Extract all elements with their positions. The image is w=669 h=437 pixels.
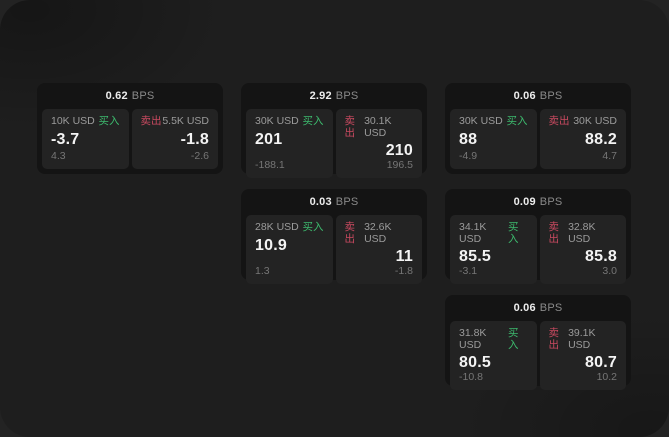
buy-amount: 34.1K USD [459,221,487,245]
buy-panel[interactable]: 34.1K USD 买入 85.5 -3.1 [450,215,537,285]
sell-price: 80.7 [585,354,617,372]
sell-price: 210 [385,142,413,160]
buy-change: -3.1 [459,265,478,278]
buy-price: -3.7 [51,130,80,148]
quote-card: 0.09 BPS 34.1K USD 买入 85.5 -3.1 卖出 32.8K… [445,189,631,285]
sell-side-label: 卖出 [140,115,162,127]
card-header: 0.06 BPS [445,83,631,109]
bps-value: 0.03 [309,196,332,208]
buy-change: -4.9 [459,150,478,163]
card-body: 30K USD 买入 201 -188.1 卖出 30.1K USD 210 1… [241,109,427,183]
sell-amount: 5.5K USD [162,115,209,127]
buy-amount: 30K USD [255,115,299,127]
sell-panel[interactable]: 卖出 30.1K USD 210 196.5 [335,109,422,179]
quote-card: 0.03 BPS 28K USD 买入 10.9 1.3 卖出 32.6K US… [241,189,427,285]
buy-panel[interactable]: 28K USD 买入 10.9 1.3 [246,215,333,285]
sell-change: -2.6 [190,150,209,163]
buy-panel[interactable]: 30K USD 买入 88 -4.9 [450,109,537,169]
sell-price: 85.8 [585,248,617,266]
sell-side-label: 卖出 [344,221,356,245]
sell-price: 11 [395,248,413,266]
buy-side-label: 买入 [506,115,528,127]
sell-panel[interactable]: 卖出 5.5K USD -1.8 -2.6 [131,109,218,169]
sell-amount: 32.6K USD [364,221,392,245]
card-body: 31.8K USD 买入 80.5 -10.8 卖出 39.1K USD 80.… [445,321,631,395]
bps-value: 0.06 [513,90,536,102]
card-body: 30K USD 买入 88 -4.9 卖出 30K USD 88.2 4.7 [445,109,631,174]
sell-amount: 30K USD [573,115,617,127]
buy-change: -188.1 [255,159,285,172]
bps-unit-label: BPS [539,90,563,102]
bps-value: 0.62 [105,90,128,102]
buy-side-label: 买入 [507,327,519,351]
buy-amount: 30K USD [459,115,503,127]
buy-panel[interactable]: 10K USD 买入 -3.7 4.3 [42,109,129,169]
buy-amount: 28K USD [255,221,299,233]
sell-panel[interactable]: 卖出 39.1K USD 80.7 10.2 [539,321,626,391]
card-body: 34.1K USD 买入 85.5 -3.1 卖出 32.8K USD 85.8… [445,215,631,289]
quote-card: 0.06 BPS 30K USD 买入 88 -4.9 卖出 30K USD 8… [445,83,631,174]
buy-change: -10.8 [459,371,483,384]
card-header: 2.92 BPS [241,83,427,109]
bps-unit-label: BPS [539,302,563,314]
card-header: 0.62 BPS [37,83,223,109]
card-header: 0.03 BPS [241,189,427,215]
sell-amount: 30.1K USD [364,115,392,139]
buy-price: 10.9 [255,236,287,254]
buy-change: 1.3 [255,265,270,278]
buy-price: 80.5 [459,354,491,372]
buy-side-label: 买入 [507,221,519,245]
sell-panel[interactable]: 卖出 30K USD 88.2 4.7 [539,109,626,169]
quote-card: 0.62 BPS 10K USD 买入 -3.7 4.3 卖出 5.5K USD… [37,83,223,174]
bps-unit-label: BPS [131,90,155,102]
sell-change: 196.5 [386,159,413,172]
sell-amount: 39.1K USD [568,327,596,351]
card-body: 28K USD 买入 10.9 1.3 卖出 32.6K USD 11 -1.8 [241,215,427,289]
buy-price: 85.5 [459,248,491,266]
buy-panel[interactable]: 31.8K USD 买入 80.5 -10.8 [450,321,537,391]
card-header: 0.06 BPS [445,295,631,321]
sell-change: 10.2 [596,371,617,384]
sell-panel[interactable]: 卖出 32.8K USD 85.8 3.0 [539,215,626,285]
quote-card: 0.06 BPS 31.8K USD 买入 80.5 -10.8 卖出 39.1… [445,295,631,391]
buy-price: 201 [255,130,283,148]
buy-change: 4.3 [51,150,66,163]
card-body: 10K USD 买入 -3.7 4.3 卖出 5.5K USD -1.8 -2.… [37,109,223,174]
bps-value: 0.06 [513,302,536,314]
bps-unit-label: BPS [539,196,563,208]
sell-side-label: 卖出 [548,115,570,127]
buy-price: 88 [459,130,478,148]
buy-side-label: 买入 [98,115,120,127]
buy-side-label: 买入 [302,115,324,127]
bps-value: 0.09 [513,196,536,208]
sell-price: -1.8 [180,130,209,148]
bps-value: 2.92 [309,90,332,102]
sell-amount: 32.8K USD [568,221,596,245]
bps-unit-label: BPS [335,196,359,208]
bps-unit-label: BPS [335,90,359,102]
buy-amount: 31.8K USD [459,327,487,351]
sell-side-label: 卖出 [548,327,560,351]
sell-change: 3.0 [602,265,617,278]
sell-side-label: 卖出 [344,115,356,139]
quote-card: 2.92 BPS 30K USD 买入 201 -188.1 卖出 30.1K … [241,83,427,179]
sell-panel[interactable]: 卖出 32.6K USD 11 -1.8 [335,215,422,285]
sell-change: 4.7 [602,150,617,163]
buy-side-label: 买入 [302,221,324,233]
buy-panel[interactable]: 30K USD 买入 201 -188.1 [246,109,333,179]
sell-side-label: 卖出 [548,221,560,245]
sell-change: -1.8 [394,265,413,278]
card-header: 0.09 BPS [445,189,631,215]
buy-amount: 10K USD [51,115,95,127]
sell-price: 88.2 [585,130,617,148]
